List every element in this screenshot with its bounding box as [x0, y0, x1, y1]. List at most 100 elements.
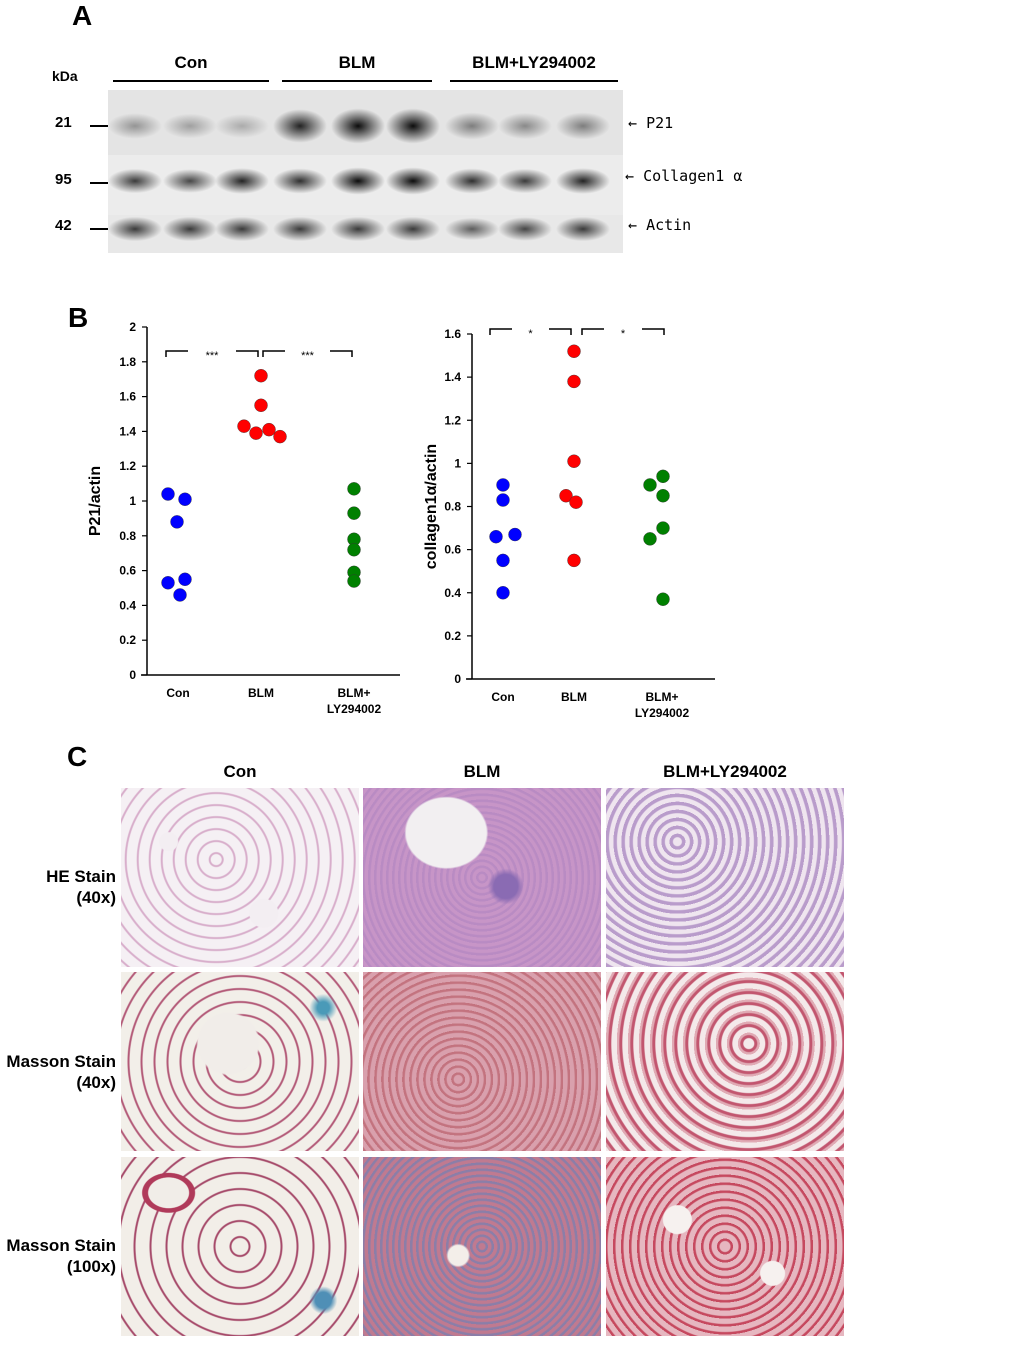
data-point [173, 588, 187, 602]
band-label-text: P21 [646, 114, 674, 132]
blot-band [273, 168, 327, 194]
significance-label: *** [206, 350, 220, 362]
y-tick-label: 0.6 [444, 543, 461, 557]
group-label-blm: BLM [338, 53, 376, 72]
data-point [170, 515, 184, 529]
blot-band [331, 216, 385, 242]
collagen-scatter-chart: 0 0.2 0.4 0.6 0.8 1 1.2 1.4 1.6 collagen1α/actin C… [423, 327, 715, 720]
data-point [643, 478, 657, 492]
marker-tick [90, 182, 108, 184]
data-point [496, 586, 510, 600]
y-tick-label: 1.8 [119, 355, 136, 369]
band-label-actin: ← Actin [628, 216, 692, 234]
data-point [178, 492, 192, 506]
data-point [262, 422, 276, 437]
data-point [569, 495, 583, 509]
y-tick-label: 0.8 [444, 500, 461, 514]
histology-he-blm [363, 788, 601, 967]
y-tick-label: 2 [129, 320, 136, 334]
y-tick-label: 1.4 [119, 424, 136, 438]
blot-band [163, 113, 217, 139]
data-point [254, 398, 268, 413]
p21-scatter-chart: 0 0.2 0.4 0.6 0.8 1 1.2 1.4 1.6 1.8 2 P21/actin Con B… [87, 320, 400, 716]
blot-band [445, 168, 499, 194]
significance-bracket [236, 350, 259, 357]
blot-band [386, 167, 440, 195]
row-label-line: (100x) [66, 1257, 116, 1276]
data-point [347, 482, 361, 496]
data-point [656, 469, 670, 484]
data-point [249, 426, 263, 440]
y-tick-label: 0.2 [444, 629, 461, 643]
blot-band [273, 216, 327, 242]
data-point [567, 344, 581, 358]
data-point [178, 572, 192, 586]
significance-bracket [165, 350, 188, 357]
significance-bracket [330, 350, 353, 357]
x-tick-label: LY294002 [327, 702, 382, 716]
blot-band [498, 168, 552, 194]
y-tick-label: 0.8 [119, 529, 136, 543]
group-label-ly: BLM+LY294002 [472, 53, 596, 72]
y-tick-label: 0.4 [119, 598, 136, 612]
western-blot [108, 90, 623, 253]
row-label-masson-40: Masson Stain (40x) [0, 1051, 116, 1093]
significance-bracket [489, 328, 512, 335]
panel-b-letter: B [68, 302, 89, 333]
y-tick-label: 0.2 [119, 633, 136, 647]
row-label-he: HE Stain (40x) [0, 866, 116, 908]
kda-label: kDa [52, 68, 78, 84]
data-point [643, 532, 657, 546]
y-tick-label: 0 [129, 668, 136, 682]
blot-band [163, 216, 217, 242]
x-tick-label: LY294002 [635, 706, 690, 720]
y-tick-label: 0.4 [444, 586, 461, 600]
row-label-line: (40x) [76, 888, 116, 907]
histology-masson100-ly [606, 1157, 844, 1336]
y-axis-label: collagen1α/actin [423, 444, 440, 569]
data-point [496, 493, 510, 507]
x-tick-label: Con [491, 690, 514, 704]
marker-95: 95 [55, 171, 72, 188]
data-point [347, 543, 361, 557]
y-tick-label: 1 [129, 494, 136, 508]
data-point [567, 454, 581, 468]
x-tick-label: Con [166, 686, 189, 700]
blot-band [108, 168, 162, 194]
marker-tick [90, 125, 108, 127]
data-point [496, 478, 510, 492]
histology-he-con [121, 788, 359, 967]
blot-band [386, 216, 440, 242]
histology-masson100-con [121, 1157, 359, 1336]
column-label-con: Con [223, 762, 257, 781]
data-point [254, 369, 268, 383]
x-tick-label: BLM+ [646, 690, 679, 704]
data-point [237, 419, 251, 433]
blot-band [445, 112, 499, 140]
y-tick-label: 1 [454, 456, 461, 470]
blot-band [498, 217, 552, 241]
blot-band [215, 168, 269, 194]
band-label-collagen: ← Collagen1 α [625, 167, 743, 185]
significance-bracket [262, 350, 285, 357]
significance-label: * [621, 328, 626, 340]
blot-band [331, 167, 385, 195]
histology-masson40-blm [363, 972, 601, 1151]
panel-c-letter: C [67, 741, 88, 772]
data-point [508, 527, 522, 542]
band-label-text: Actin [646, 216, 692, 234]
band-label-p21: ← P21 [628, 114, 674, 132]
y-tick-label: 0 [454, 672, 461, 686]
group-underline [113, 80, 269, 82]
data-point [347, 506, 361, 520]
blot-band [108, 216, 162, 242]
row-label-line: (40x) [76, 1073, 116, 1092]
data-point [496, 553, 510, 568]
blot-band [108, 113, 162, 139]
y-axis-label: P21/actin [87, 466, 104, 536]
band-label-text: Collagen1 α [643, 167, 743, 185]
significance-bracket [642, 328, 665, 335]
significance-label: * [528, 328, 533, 340]
histology-masson40-con [121, 972, 359, 1151]
y-tick-label: 1.6 [119, 390, 136, 404]
